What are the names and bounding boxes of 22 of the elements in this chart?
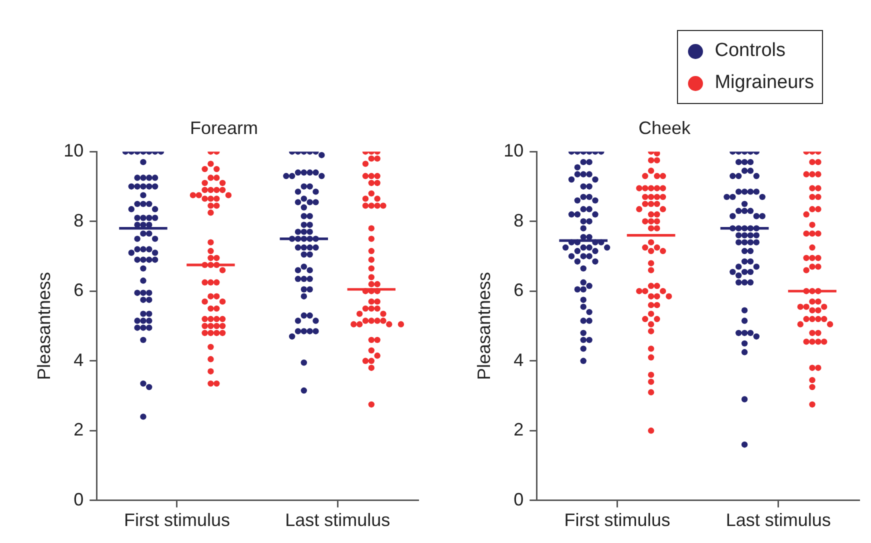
- legend-label: Migraineurs: [714, 72, 814, 94]
- y-tick-label: 2: [514, 420, 524, 440]
- y-tick-label: 4: [74, 350, 84, 370]
- chart-title: Cheek: [638, 118, 692, 138]
- x-tick-label: Last stimulus: [726, 510, 831, 530]
- y-tick-label: 6: [514, 280, 524, 300]
- y-tick-label: 10: [504, 140, 524, 161]
- x-tick-label: Last stimulus: [285, 510, 390, 530]
- x-tick-label: First stimulus: [124, 510, 230, 530]
- y-tick-label: 2: [74, 420, 84, 440]
- y-tick-label: 10: [64, 140, 84, 161]
- y-axis-title: Pleasantness: [34, 272, 54, 380]
- legend-label: Controls: [714, 40, 786, 62]
- y-tick-label: 0: [514, 489, 524, 510]
- y-axis-title: Pleasantness: [474, 272, 494, 380]
- y-tick-label: 8: [74, 210, 84, 230]
- y-tick-label: 0: [74, 489, 84, 510]
- x-tick-label: First stimulus: [564, 510, 670, 530]
- chart-title: Forearm: [190, 118, 258, 138]
- y-tick-label: 4: [514, 350, 524, 370]
- y-tick-label: 8: [514, 210, 524, 230]
- y-tick-label: 6: [74, 280, 84, 300]
